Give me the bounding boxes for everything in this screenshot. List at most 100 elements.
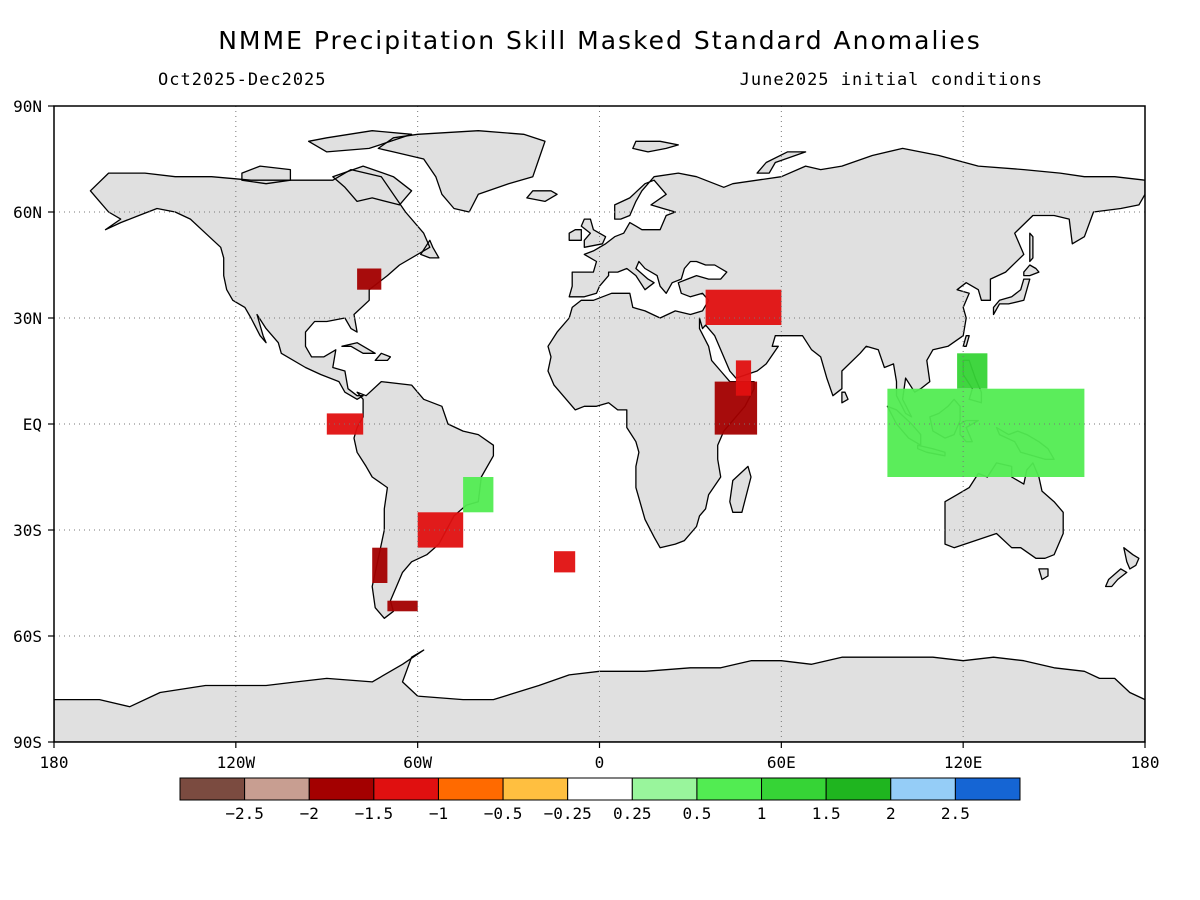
coastline-eurasia-africa — [547, 147, 1145, 549]
coastline-sri-lanka — [841, 391, 849, 404]
coastline-cuba — [341, 342, 376, 354]
colorbar-swatch — [373, 777, 439, 801]
anomaly-patch-8 — [957, 353, 988, 389]
anomaly-patch-2 — [705, 289, 782, 325]
land-shade-north-america — [90, 169, 430, 400]
colorbar-swatch — [502, 777, 569, 801]
lon-tick-label: 0 — [595, 753, 605, 772]
colorbar-label: −0.25 — [544, 804, 592, 823]
colorbar-swatch — [308, 777, 375, 801]
colorbar-label: 1 — [757, 804, 767, 823]
coastline-hokkaido — [1023, 264, 1040, 277]
colorbar-swatch — [437, 777, 504, 801]
coastline-novaya-zemlya — [756, 151, 807, 174]
graticule — [54, 106, 1145, 742]
coastline-taiwan — [962, 335, 970, 347]
anomaly-patch-5 — [387, 600, 418, 612]
lon-tick-label: 180 — [1131, 753, 1160, 772]
lon-tick-label: 60W — [403, 753, 432, 772]
land-shade-novaya-zemlya — [757, 151, 806, 174]
colorbar-swatch — [825, 777, 892, 801]
coastline-south-america — [353, 380, 495, 619]
coastline-antarctica — [54, 649, 1145, 742]
land-shade-south-america — [354, 381, 494, 619]
coastline-svalbard — [632, 140, 679, 153]
land-shade-hispaniola — [375, 353, 391, 361]
land-shade-great-britain — [581, 219, 606, 248]
initial-conditions: June2025 initial conditions — [739, 70, 1043, 90]
map-title: NMME Precipitation Skill Masked Standard… — [218, 26, 982, 55]
lat-tick-label: EQ — [23, 415, 42, 434]
forecast-period: Oct2025-Dec2025 — [158, 70, 327, 90]
colorbar-swatch — [631, 777, 698, 801]
lat-tick-label: 90S — [13, 733, 42, 752]
coastline-new-zealand-south — [1104, 568, 1128, 588]
anomaly-patch-11 — [554, 551, 576, 573]
colorbar-label: 2 — [886, 804, 896, 823]
land-shade-ellesmere-island — [308, 130, 412, 152]
land-shade-madagascar — [729, 466, 751, 513]
axes: 180 120W 60W 0 60E 120E 180 90N 60N 30N EQ 30S 60S 90… — [13, 97, 1159, 772]
colorbar-label: 0.5 — [682, 804, 711, 823]
coastline-japan — [992, 278, 1031, 316]
anomaly-patch-4 — [372, 547, 388, 583]
colorbar-label: −1.5 — [355, 804, 394, 823]
colorbar-label: 2.5 — [941, 804, 970, 823]
coastline-ireland — [568, 229, 582, 241]
anomaly-patch-9 — [463, 477, 494, 513]
land-shade-cuba — [341, 342, 376, 354]
coastline-newfoundland — [420, 239, 440, 259]
land-shade-new-zealand-south — [1105, 568, 1127, 587]
anomaly-patch-3 — [417, 512, 464, 548]
coastline-baffin-island — [332, 165, 413, 206]
colorbar-swatch — [890, 777, 956, 801]
lon-tick-label: 120E — [944, 753, 983, 772]
colorbar-label: −2 — [300, 804, 319, 823]
colorbar-swatch — [179, 777, 246, 801]
anomaly-patch-1 — [735, 360, 752, 396]
coastline-new-zealand-north — [1123, 547, 1140, 570]
lat-tick-label: 30S — [13, 521, 42, 540]
land-shade-greenland — [378, 130, 545, 212]
anomaly-patch-6 — [357, 268, 382, 290]
land-shade-svalbard — [632, 141, 679, 152]
colorbar-label: 0.25 — [613, 804, 652, 823]
coastline-madagascar — [729, 465, 752, 513]
anomaly-layer — [326, 268, 1085, 612]
anomaly-patch-7 — [887, 388, 1085, 477]
colorbar-swatch — [696, 777, 763, 801]
land-shade-japan — [993, 279, 1030, 315]
land-shade-victoria-island — [241, 166, 291, 184]
lat-tick-label: 90N — [13, 97, 42, 116]
colorbar-label: −1 — [429, 804, 448, 823]
colorbar-label: −2.5 — [225, 804, 264, 823]
colorbar-swatch — [567, 777, 633, 801]
colorbar-swatch — [244, 777, 310, 801]
coastline-greenland — [377, 130, 546, 213]
coastline-great-britain — [580, 218, 607, 248]
colorbar: −2.5 −2 −1.5 −1 −0.5 −0.25 0.25 0.5 1 1.5 2 2.5 — [179, 777, 1021, 823]
coastline-sakhalin — [1029, 232, 1034, 263]
colorbar-swatch — [954, 777, 1021, 801]
lat-tick-label: 60N — [13, 203, 42, 222]
land-shade-australia — [945, 462, 1064, 559]
coastline-tasmania — [1038, 568, 1049, 581]
land-shade-ireland — [569, 229, 582, 241]
lat-tick-label: 60S — [13, 627, 42, 646]
coastline-victoria-island — [241, 165, 292, 185]
land-shade-newfoundland — [420, 240, 439, 258]
land-shade-taiwan — [963, 335, 970, 347]
coastline-ellesmere-island — [307, 130, 413, 153]
lon-tick-label: 120W — [217, 753, 256, 772]
colorbar-label: −0.5 — [484, 804, 523, 823]
coastline-iceland — [526, 190, 558, 203]
colorbar-swatch — [761, 777, 827, 801]
land-shade-eurasia-africa — [548, 148, 1145, 548]
lon-tick-label: 180 — [40, 753, 69, 772]
coastline-hispaniola — [374, 352, 392, 362]
lat-tick-label: 30N — [13, 309, 42, 328]
lon-tick-label: 60E — [767, 753, 796, 772]
coastline-north-america — [89, 168, 431, 400]
land-shade-sakhalin — [1029, 233, 1033, 262]
